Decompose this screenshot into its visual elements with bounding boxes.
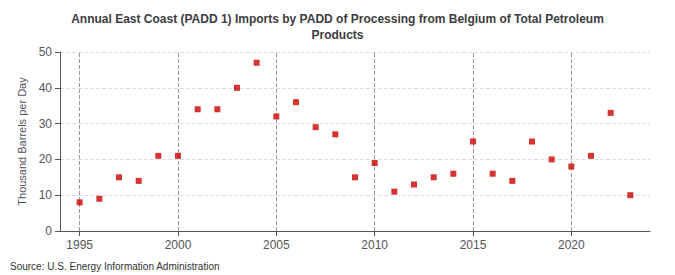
- svg-text:2010: 2010: [361, 238, 388, 252]
- svg-text:2005: 2005: [263, 238, 290, 252]
- svg-text:10: 10: [39, 188, 53, 202]
- svg-text:2020: 2020: [558, 238, 585, 252]
- svg-text:30: 30: [39, 117, 53, 131]
- svg-text:2000: 2000: [165, 238, 192, 252]
- svg-text:50: 50: [39, 45, 53, 59]
- svg-text:1995: 1995: [66, 238, 93, 252]
- svg-text:0: 0: [45, 224, 52, 238]
- svg-text:Products: Products: [311, 28, 363, 42]
- svg-text:Thousand Barrels per Day: Thousand Barrels per Day: [16, 77, 28, 206]
- svg-text:Annual East Coast (PADD 1) Imp: Annual East Coast (PADD 1) Imports by PA…: [71, 12, 604, 26]
- svg-text:40: 40: [39, 81, 53, 95]
- svg-text:20: 20: [39, 152, 53, 166]
- svg-text:2015: 2015: [460, 238, 487, 252]
- svg-text:Source: U.S. Energy Informatio: Source: U.S. Energy Information Administ…: [10, 261, 220, 272]
